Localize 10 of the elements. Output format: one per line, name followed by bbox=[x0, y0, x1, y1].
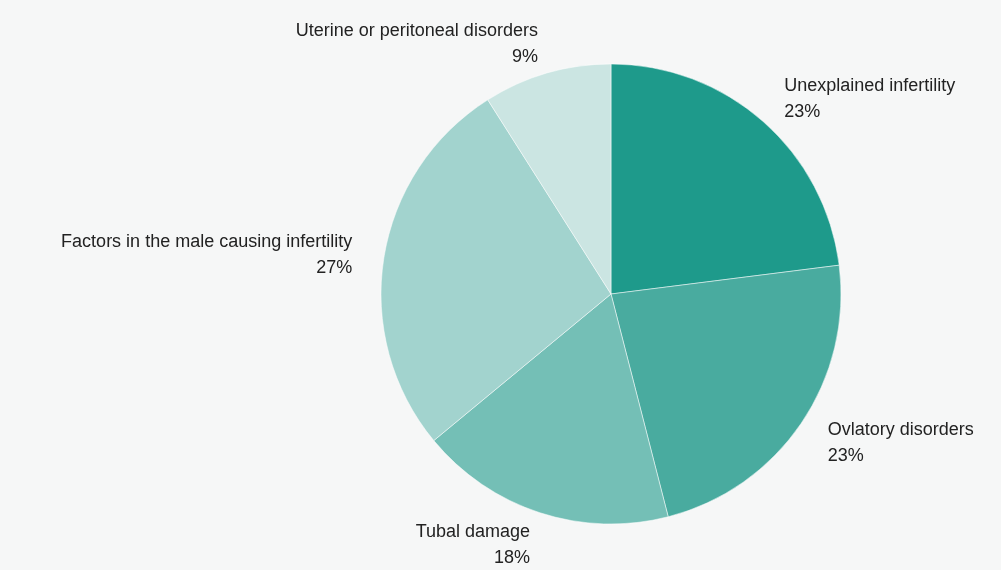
slice-label: Factors in the male causing infertility bbox=[61, 231, 353, 252]
slice-label: Ovlatory disorders bbox=[827, 419, 974, 440]
data-label: 18% bbox=[494, 547, 531, 568]
slice-label: Uterine or peritoneal disorders bbox=[295, 20, 538, 41]
slice-label: Unexplained infertility bbox=[784, 75, 956, 96]
data-label: 9% bbox=[511, 46, 538, 67]
slice-label: Tubal damage bbox=[415, 521, 531, 542]
data-label: 23% bbox=[827, 445, 864, 466]
data-label: 27% bbox=[316, 257, 353, 278]
data-label: 23% bbox=[784, 101, 821, 122]
